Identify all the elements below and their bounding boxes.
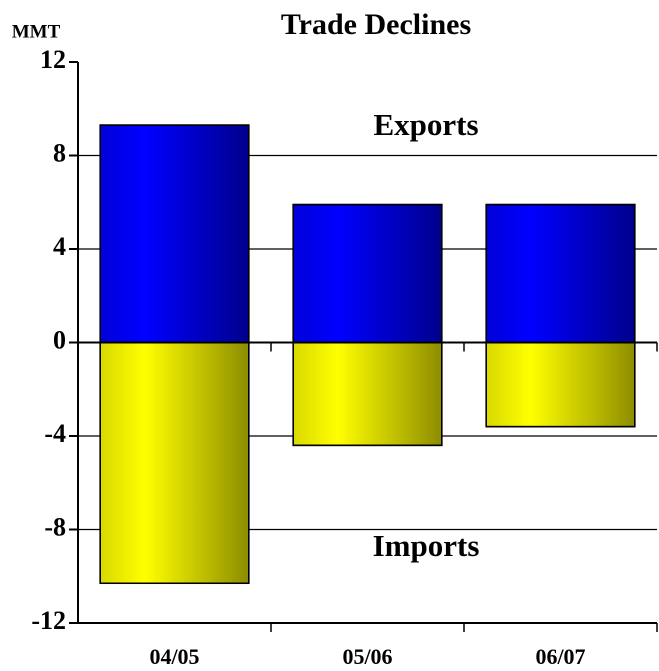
bar-shade	[292, 341, 443, 447]
y-tick-label: 4	[53, 232, 66, 261]
y-axis-label: MMT	[12, 21, 61, 42]
bar-shade	[485, 203, 636, 344]
y-tick-label: -4	[44, 419, 66, 448]
bar-shade	[485, 341, 636, 428]
x-tick-label: 04/05	[149, 644, 199, 669]
x-tick-label: 06/07	[535, 644, 585, 669]
bar-group	[99, 124, 250, 344]
bar-group	[485, 203, 636, 344]
series-annotation: Exports	[373, 107, 478, 142]
y-tick-label: -8	[44, 512, 66, 541]
bar-group	[292, 203, 443, 344]
bar-shade	[99, 124, 250, 344]
y-tick-label: 12	[40, 45, 66, 74]
y-tick-label: -12	[31, 606, 66, 635]
chart-title: Trade Declines	[281, 8, 471, 41]
x-tick-label: 05/06	[342, 644, 392, 669]
y-tick-label: 8	[53, 138, 66, 167]
y-tick-label: 0	[53, 325, 66, 354]
series-annotation: Imports	[373, 528, 480, 563]
bar-group	[99, 341, 250, 585]
bar-group	[485, 341, 636, 428]
bar-shade	[292, 203, 443, 344]
bar-group	[292, 341, 443, 447]
bar-shade	[99, 341, 250, 585]
